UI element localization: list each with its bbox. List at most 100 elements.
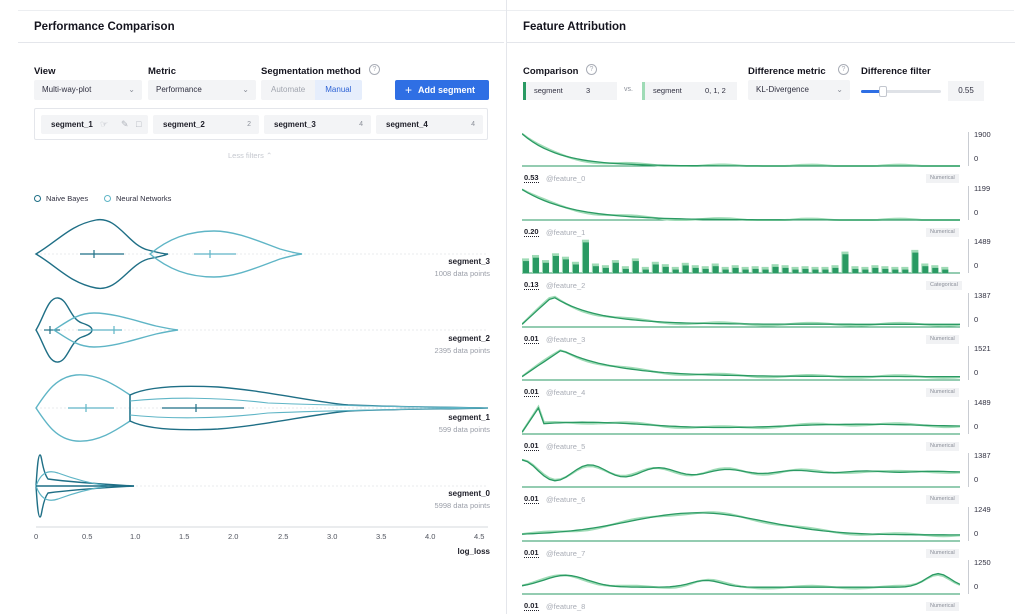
feature-distribution-chart (522, 188, 960, 221)
segment-0-label: segment_0 (448, 489, 490, 498)
feature-bar (852, 268, 859, 273)
feature-curve (522, 406, 960, 433)
feature-bar (792, 269, 799, 273)
feature-curve (522, 459, 960, 482)
help-icon[interactable]: ? (369, 64, 380, 75)
x-axis-label: log_loss (457, 547, 490, 556)
delete-icon[interactable]: □ (136, 119, 142, 129)
legend-item-naive-bayes[interactable]: Naive Bayes (34, 194, 88, 203)
legend-label: Naive Bayes (46, 194, 89, 203)
feature-curve-reference (522, 510, 960, 537)
segment-chip-count: 4 (359, 121, 363, 128)
feature-bar (902, 269, 909, 273)
feature-name: @feature_1 (546, 227, 586, 237)
segment-1-label: segment_1 (448, 413, 490, 422)
feature-zero-value: 0 (974, 207, 979, 217)
difference-metric-select[interactable]: KL-Divergence ⌄ (748, 80, 850, 100)
feature-row[interactable]: 1489 0 0.01 @feature_5 Numerical (522, 398, 1002, 451)
feature-bar (562, 259, 569, 273)
compare-b-value: 0, 1, 2 (705, 86, 726, 95)
feature-row[interactable]: 1199 0 0.20 @feature_1 Numerical (522, 184, 1002, 237)
feature-bar (642, 269, 649, 273)
less-filters-label: Less filters (228, 151, 264, 160)
x-tick: 3.0 (327, 532, 338, 541)
performance-comparison-panel: Performance Comparison View Multi-way-pl… (18, 0, 504, 614)
feature-axis (968, 292, 969, 327)
compare-b-name: segment (653, 86, 682, 95)
segmentation-option-automate[interactable]: Automate (271, 85, 306, 94)
help-icon[interactable]: ? (838, 64, 849, 75)
segment-3-label: segment_3 (448, 257, 490, 266)
feature-bar (722, 269, 729, 273)
metric-select-value: Performance (156, 85, 202, 94)
x-tick: 0 (34, 532, 39, 541)
feature-bar (622, 268, 629, 273)
difference-metric-label: Difference metric (748, 66, 826, 77)
feature-score: 0.01 (524, 440, 539, 451)
feature-max-value: 1250 (974, 558, 991, 567)
feature-max-value: 1521 (974, 344, 991, 353)
feature-bar (532, 257, 540, 273)
feature-row[interactable]: 1387 0 0.01 @feature_6 Numerical (522, 451, 1002, 504)
less-filters-toggle[interactable]: Less filters ⌃ (228, 151, 272, 160)
segmentation-toggle: Automate Manual (261, 80, 362, 100)
legend-dot-icon (34, 195, 41, 202)
feature-row[interactable]: 1521 0 0.01 @feature_4 Numerical (522, 344, 1002, 397)
feature-row[interactable]: 1387 0 0.01 @feature_3 Numerical (522, 291, 1002, 344)
header-divider (18, 42, 504, 43)
feature-max-value: 1489 (974, 237, 991, 246)
feature-name: @feature_0 (546, 174, 586, 183)
feature-score: 0.01 (524, 547, 539, 558)
feature-row[interactable]: 1489 0 0.13 @feature_2 Categorical (522, 237, 1002, 290)
feature-name: @feature_7 (546, 548, 586, 558)
segmentation-option-manual[interactable]: Manual (315, 80, 362, 100)
feature-zero-value: 0 (974, 261, 979, 270)
segment-1-points: 599 data points (438, 425, 490, 434)
view-select-value: Multi-way-plot (42, 85, 92, 94)
feature-score: 0.01 (524, 333, 539, 344)
compare-segment-a[interactable]: segment 3 (523, 82, 617, 100)
feature-bar (612, 262, 619, 273)
feature-curve-reference (522, 188, 960, 221)
panel-title: Performance Comparison (34, 21, 175, 33)
feature-axis (968, 506, 969, 541)
segment-chip-count: 4 (471, 121, 475, 128)
difference-filter-value[interactable]: 0.55 (948, 81, 984, 101)
feature-name: @feature_8 (546, 602, 586, 611)
feature-bar (772, 266, 779, 273)
segment-chip-count: 2 (247, 121, 251, 128)
x-tick: 1.5 (179, 532, 190, 541)
x-tick: 2.0 (228, 532, 239, 541)
metric-select[interactable]: Performance ⌄ (148, 80, 256, 100)
feature-distribution-chart (522, 239, 960, 274)
segment-chip-2[interactable]: segment_2 2 (153, 115, 259, 134)
edit-icon[interactable]: ✎ (121, 119, 129, 129)
plus-icon: + (405, 83, 413, 97)
feature-bar (932, 267, 939, 273)
difference-filter-slider[interactable] (861, 86, 941, 97)
feature-row[interactable]: 1249 0 0.01 @feature_7 Numerical (522, 505, 1002, 558)
compare-segment-b[interactable]: segment 0, 1, 2 (642, 82, 737, 100)
segment-chip-label: segment_4 (386, 120, 428, 129)
feature-bar (812, 269, 819, 273)
feature-row[interactable]: 1250 0 0.01 @feature_8 Numerical (522, 558, 1002, 611)
feature-row[interactable]: 1900 0 0.53 @feature_0 Numerical (522, 130, 1002, 183)
feature-bar (712, 266, 719, 273)
violin-neural-networks-segment-1-tail (129, 397, 489, 419)
segment-chip-3[interactable]: segment_3 4 (264, 115, 371, 134)
legend-dot-icon (104, 195, 111, 202)
help-icon[interactable]: ? (586, 64, 597, 75)
legend-item-neural-networks[interactable]: Neural Networks (104, 194, 171, 203)
view-select[interactable]: Multi-way-plot ⌄ (34, 80, 142, 100)
segment-chip-4[interactable]: segment_4 4 (376, 115, 483, 134)
segment-chip-1[interactable]: segment_1 ☞ ✎ □ (41, 115, 148, 134)
x-tick: 0.5 (82, 532, 93, 541)
add-segment-label: Add segment (418, 85, 476, 95)
slider-handle[interactable] (879, 86, 888, 97)
feature-score: 0.13 (524, 280, 539, 290)
feature-distribution-chart (522, 404, 960, 434)
feature-type-badge: Numerical (926, 334, 959, 344)
feature-max-value: 1199 (974, 183, 991, 193)
feature-bar (802, 268, 809, 273)
add-segment-button[interactable]: + Add segment (395, 80, 489, 100)
